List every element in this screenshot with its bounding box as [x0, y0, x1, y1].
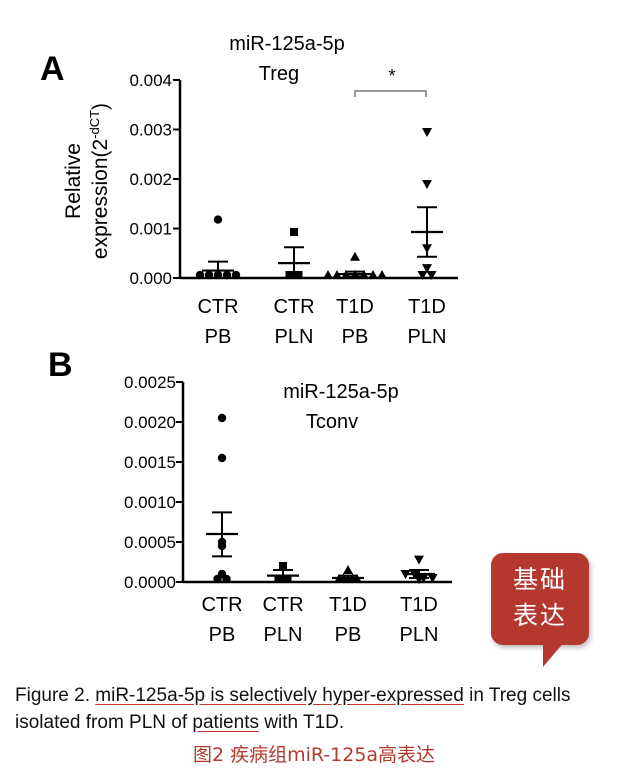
significance-star: *	[388, 66, 395, 86]
y-tick-label: 0.003	[129, 121, 172, 140]
data-point	[283, 575, 292, 583]
y-tick-label: 0.0015	[124, 453, 176, 472]
caption-end: with T1D.	[258, 712, 345, 733]
data-point	[343, 565, 353, 574]
data-point	[213, 574, 222, 584]
speech-bubble-badge: 基础 表达	[491, 553, 589, 667]
data-point	[279, 562, 287, 570]
caption-patients: patients	[192, 712, 259, 733]
panel-a: A miR-125a-5p Treg Relative expression(2…	[40, 33, 458, 348]
y-tick-label: 0.000	[129, 269, 172, 288]
caption-highlight: miR-125a-5p is selectively hyper-express…	[95, 685, 464, 706]
data-point	[323, 270, 333, 279]
data-point	[204, 270, 214, 280]
y-tick-label: 0.002	[129, 170, 172, 189]
data-point	[422, 264, 432, 274]
data-point	[213, 215, 223, 224]
badge-line2: 表达	[512, 601, 567, 630]
data-point	[414, 555, 424, 565]
data-point	[195, 270, 205, 280]
badge-text: 基础 表达	[491, 562, 589, 634]
group-label-bottom: PB	[342, 326, 369, 348]
panel-a-axes: 0.004 0.003 0.002 0.001 0.000 CTR PB CTR PLN T1D P…	[129, 71, 458, 348]
ylabel-superscript: -dCT	[87, 110, 102, 139]
group-label-bottom: PLN	[408, 326, 447, 348]
ylabel-close: )	[89, 103, 112, 110]
y-tick-label: 0.0025	[124, 373, 176, 392]
data-point	[332, 270, 342, 279]
y-tick-label: 0.001	[129, 220, 172, 239]
data-point	[377, 270, 387, 279]
data-point	[217, 453, 227, 463]
group-label-bottom: PLN	[264, 624, 303, 646]
significance-bracket: *	[354, 66, 427, 97]
y-tick-label: 0.0010	[124, 493, 176, 512]
caption-middle: in Treg cells isolated from PLN of	[15, 685, 571, 733]
panel-b-title-line2: Tconv	[306, 411, 358, 433]
group-label-top: CTR	[262, 594, 303, 616]
panel-a-label: A	[40, 50, 65, 88]
panel-b: B miR-125a-5p Tconv 0.00250.00200.00150.…	[48, 346, 452, 646]
panel-b-label: B	[48, 346, 73, 384]
group-label-top: T1D	[408, 296, 446, 318]
data-point	[217, 413, 227, 423]
group-label-top: CTR	[201, 594, 242, 616]
data-point	[231, 270, 241, 280]
group-label-bottom: PB	[335, 624, 362, 646]
y-tick-label: 0.0000	[124, 573, 176, 592]
data-point	[368, 270, 378, 279]
panel-b-axes: 0.0025 0.0020 0.0015 0.0010 0.0005 0.0000 CTR P…	[124, 373, 452, 646]
group-label-top: CTR	[273, 296, 314, 318]
caption-prefix: Figure 2.	[15, 685, 96, 706]
group-label-top: T1D	[336, 296, 374, 318]
group-label-bottom: PB	[209, 624, 236, 646]
data-point	[427, 574, 438, 583]
panel-a-ylabel-line2: expression(2-dCT)	[87, 103, 112, 259]
data-point	[274, 575, 283, 583]
y-tick-label: 0.004	[129, 71, 172, 90]
data-point	[426, 271, 437, 280]
data-point	[290, 227, 298, 236]
figure-caption: Figure 2. miR-125a-5p is selectively hyp…	[15, 682, 620, 736]
panel-a-ylabel-line1: Relative	[62, 143, 85, 219]
group-label-top: T1D	[329, 594, 367, 616]
group-label-bottom: PLN	[400, 624, 439, 646]
panel-a-marks	[195, 127, 443, 280]
y-tick-label: 0.0005	[124, 533, 176, 552]
data-point	[294, 271, 303, 279]
panel-b-marks	[206, 413, 438, 584]
data-point	[417, 271, 428, 280]
panel-b-title-line1: miR-125a-5p	[283, 381, 399, 403]
data-point	[222, 270, 232, 280]
group-label-top: CTR	[197, 296, 238, 318]
data-point	[422, 127, 432, 137]
group-label-top: T1D	[400, 594, 438, 616]
y-tick-label: 0.0020	[124, 413, 176, 432]
ylabel-main: expression(2	[89, 139, 112, 259]
panel-a-title-line1: miR-125a-5p	[229, 33, 345, 55]
data-point	[350, 251, 360, 261]
chinese-caption: 图2 疾病组miR-125a高表达	[192, 744, 436, 766]
group-label-bottom: PLN	[275, 326, 314, 348]
group-label-bottom: PB	[205, 326, 232, 348]
badge-line1: 基础	[512, 565, 567, 594]
data-point	[222, 574, 231, 584]
data-point	[285, 271, 294, 279]
panel-a-title-line2: Treg	[259, 63, 299, 85]
bracket-line	[354, 90, 427, 97]
data-point	[422, 179, 432, 189]
